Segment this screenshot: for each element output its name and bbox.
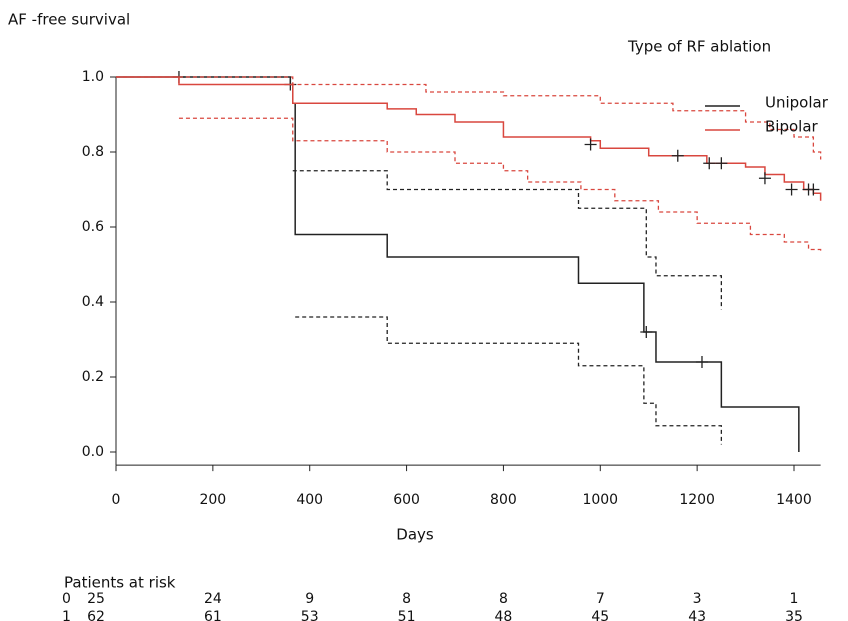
censor-mark <box>640 326 653 338</box>
ci-upper <box>116 76 822 160</box>
x-tick-label: 0 <box>112 492 121 508</box>
risk-count: 7 <box>596 591 605 607</box>
risk-count: 51 <box>398 609 416 621</box>
x-tick-label: 200 <box>199 492 226 508</box>
risk-row-label: 0 <box>62 591 71 607</box>
x-tick-label: 1200 <box>679 492 715 508</box>
risk-count: 61 <box>204 609 222 621</box>
y-tick-label: 0.0 <box>82 444 104 460</box>
censor-mark <box>703 157 716 170</box>
risk-row-label: 1 <box>62 609 71 621</box>
censor-mark <box>758 172 771 185</box>
y-tick-label: 0.2 <box>82 369 104 385</box>
risk-count: 62 <box>87 609 105 621</box>
risk-count: 8 <box>499 591 508 607</box>
censor-mark <box>785 183 798 196</box>
risk-count: 48 <box>495 609 513 621</box>
risk-count: 8 <box>402 591 411 607</box>
legend-title: Type of RF ablation <box>627 38 771 56</box>
survival-line <box>116 76 822 201</box>
x-tick-label: 1000 <box>582 492 618 508</box>
legend-label: Unipolar <box>765 94 829 112</box>
y-tick-label: 0.8 <box>82 144 104 160</box>
y-tick-label: 0.6 <box>82 219 104 235</box>
censor-mark <box>715 157 728 170</box>
x-axis-label: Days <box>396 526 434 544</box>
x-tick-label: 400 <box>296 492 323 508</box>
legend-label: Bipolar <box>765 118 819 136</box>
risk-count: 24 <box>204 591 222 607</box>
risk-count: 43 <box>688 609 706 621</box>
censor-mark <box>807 183 820 196</box>
chart-title: AF -free survival <box>8 11 130 29</box>
ci-lower <box>178 117 822 254</box>
x-tick-label: 800 <box>490 492 517 508</box>
risk-count: 35 <box>785 609 803 621</box>
ci-upper <box>292 170 723 310</box>
x-tick-label: 1400 <box>776 492 812 508</box>
risk-table-title: Patients at risk <box>64 574 176 592</box>
risk-count: 3 <box>693 591 702 607</box>
ci-lower <box>295 316 723 445</box>
risk-count: 9 <box>305 591 314 607</box>
y-tick-label: 1.0 <box>82 69 104 85</box>
risk-count: 25 <box>87 591 105 607</box>
censor-mark <box>695 356 708 368</box>
censor-mark <box>584 138 597 151</box>
risk-count: 53 <box>301 609 319 621</box>
x-tick-label: 600 <box>393 492 420 508</box>
risk-count: 45 <box>591 609 609 621</box>
risk-count: 1 <box>790 591 799 607</box>
y-tick-label: 0.4 <box>82 294 104 310</box>
survival-line <box>116 76 800 452</box>
censor-mark <box>671 149 684 162</box>
